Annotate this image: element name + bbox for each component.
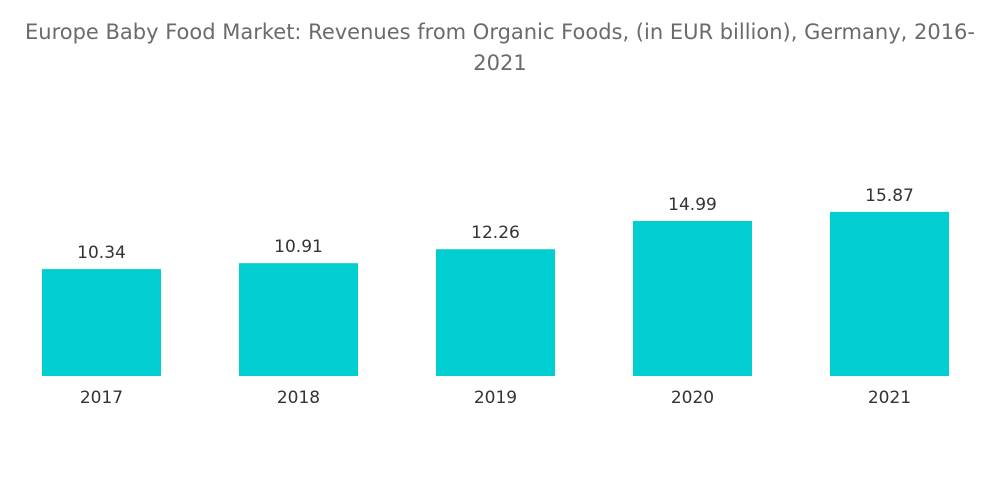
value-label-2021: 15.87 <box>865 186 914 206</box>
bars-group <box>42 211 949 376</box>
bar-2020 <box>633 221 752 376</box>
value-label-2017: 10.34 <box>77 243 126 263</box>
value-labels-group: 10.34 10.91 12.26 14.99 15.87 <box>77 186 914 263</box>
bar-2018 <box>239 263 358 376</box>
x-tick-label-2021: 2021 <box>868 388 911 408</box>
x-tick-label-2017: 2017 <box>80 388 123 408</box>
bar-2019 <box>436 249 555 376</box>
x-tick-label-2019: 2019 <box>474 388 517 408</box>
x-tick-label-2020: 2020 <box>671 388 714 408</box>
chart-title: Europe Baby Food Market: Revenues from O… <box>24 20 975 75</box>
x-axis-ticks: 2017 2018 2019 2020 2021 <box>80 388 911 408</box>
bar-2017 <box>42 269 161 376</box>
value-label-2020: 14.99 <box>668 195 717 215</box>
value-label-2019: 12.26 <box>471 223 520 243</box>
value-label-2018: 10.91 <box>274 237 323 257</box>
bar-2021 <box>830 211 949 376</box>
x-tick-label-2018: 2018 <box>277 388 320 408</box>
